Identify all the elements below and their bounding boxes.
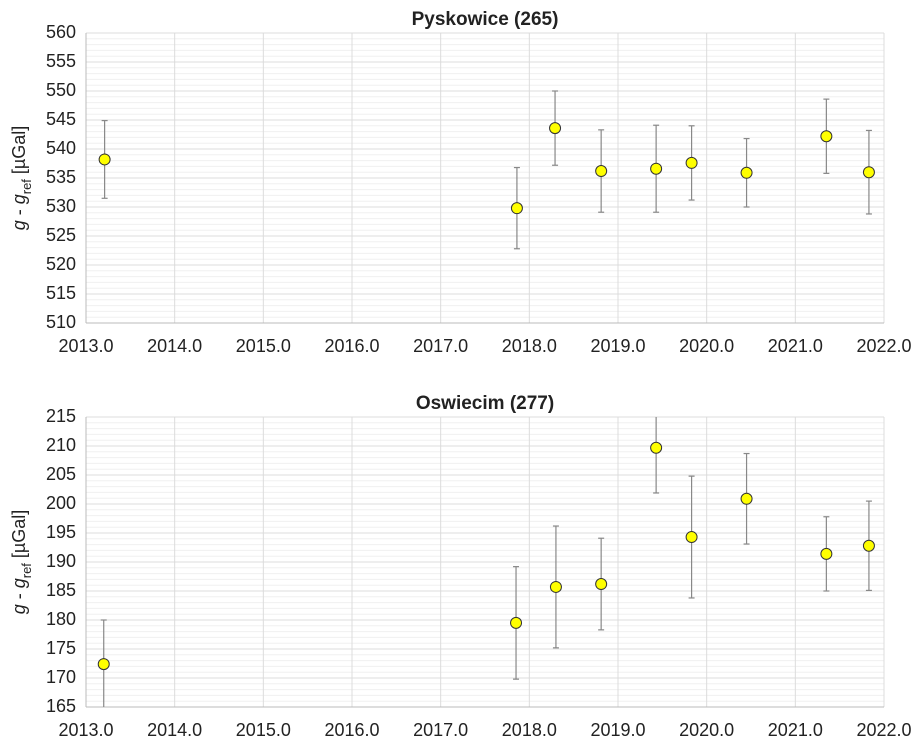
- x-tick-label: 2015.0: [236, 336, 291, 356]
- x-tick-label: 2022.0: [856, 720, 911, 740]
- y-tick-label: 555: [46, 51, 76, 71]
- y-axis-label-part: -: [9, 588, 29, 604]
- y-tick-label: 200: [46, 493, 76, 513]
- y-axis-label-part: g: [9, 194, 29, 204]
- y-tick-label: 520: [46, 254, 76, 274]
- x-tick-label: 2014.0: [147, 336, 202, 356]
- x-tick-label: 2018.0: [502, 336, 557, 356]
- x-tick-label: 2015.0: [236, 720, 291, 740]
- y-axis-label-part: ref: [19, 563, 34, 579]
- y-tick-label: 550: [46, 80, 76, 100]
- plot-marks: [97, 417, 875, 707]
- x-tick-label: 2021.0: [768, 336, 823, 356]
- point: [650, 441, 663, 454]
- y-axis-label-part: -: [9, 204, 29, 220]
- point: [549, 122, 562, 135]
- y-tick-label: 180: [46, 609, 76, 629]
- point: [685, 156, 698, 169]
- y-tick-label: 195: [46, 522, 76, 542]
- point: [595, 578, 608, 591]
- x-tick-label: 2020.0: [679, 336, 734, 356]
- y-axis-label-part: g: [9, 578, 29, 588]
- y-axis-label-part: g: [9, 220, 29, 230]
- x-tick-label: 2014.0: [147, 720, 202, 740]
- x-tick-label: 2016.0: [324, 720, 379, 740]
- chart-title: Pyskowice (265): [412, 9, 559, 30]
- y-axis-label: g - gref [µGal]: [9, 126, 34, 231]
- y-tick-label: 205: [46, 464, 76, 484]
- x-tick-label: 2013.0: [58, 720, 113, 740]
- plot-marks: [98, 90, 875, 250]
- y-tick-label: 170: [46, 667, 76, 687]
- y-tick-label: 175: [46, 638, 76, 658]
- point: [740, 166, 753, 179]
- point: [650, 162, 663, 175]
- point: [510, 616, 523, 629]
- y-tick-label: 560: [46, 22, 76, 42]
- point: [685, 531, 698, 544]
- point: [595, 165, 608, 178]
- y-tick-label: 510: [46, 312, 76, 332]
- y-axis-label-part: ref: [19, 179, 34, 195]
- point: [510, 202, 523, 215]
- x-tick-label: 2018.0: [502, 720, 557, 740]
- y-tick-label: 540: [46, 138, 76, 158]
- point: [862, 166, 875, 179]
- chart-title: Oswiecim (277): [416, 393, 554, 414]
- y-tick-label: 515: [46, 283, 76, 303]
- y-tick-label: 535: [46, 167, 76, 187]
- y-tick-label: 530: [46, 196, 76, 216]
- y-tick-label: 215: [46, 406, 76, 426]
- point: [862, 539, 875, 552]
- x-tick-label: 2021.0: [768, 720, 823, 740]
- y-tick-label: 165: [46, 696, 76, 716]
- y-tick-label: 525: [46, 225, 76, 245]
- point: [820, 547, 833, 560]
- point: [98, 153, 111, 166]
- x-tick-label: 2017.0: [413, 336, 468, 356]
- x-tick-label: 2019.0: [590, 720, 645, 740]
- y-axis-label: g - gref [µGal]: [9, 510, 34, 615]
- y-axis-label-part: g: [9, 604, 29, 614]
- x-tick-label: 2013.0: [58, 336, 113, 356]
- x-tick-label: 2022.0: [856, 336, 911, 356]
- y-axis-label-part: [µGal]: [9, 510, 29, 563]
- point: [740, 492, 753, 505]
- point: [549, 580, 562, 593]
- x-tick-label: 2017.0: [413, 720, 468, 740]
- point: [820, 130, 833, 143]
- y-tick-label: 210: [46, 435, 76, 455]
- x-tick-label: 2020.0: [679, 720, 734, 740]
- y-tick-label: 190: [46, 551, 76, 571]
- point: [97, 658, 110, 671]
- y-tick-label: 185: [46, 580, 76, 600]
- y-axis-label-part: [µGal]: [9, 126, 29, 179]
- x-tick-label: 2016.0: [324, 336, 379, 356]
- x-tick-label: 2019.0: [590, 336, 645, 356]
- y-tick-label: 545: [46, 109, 76, 129]
